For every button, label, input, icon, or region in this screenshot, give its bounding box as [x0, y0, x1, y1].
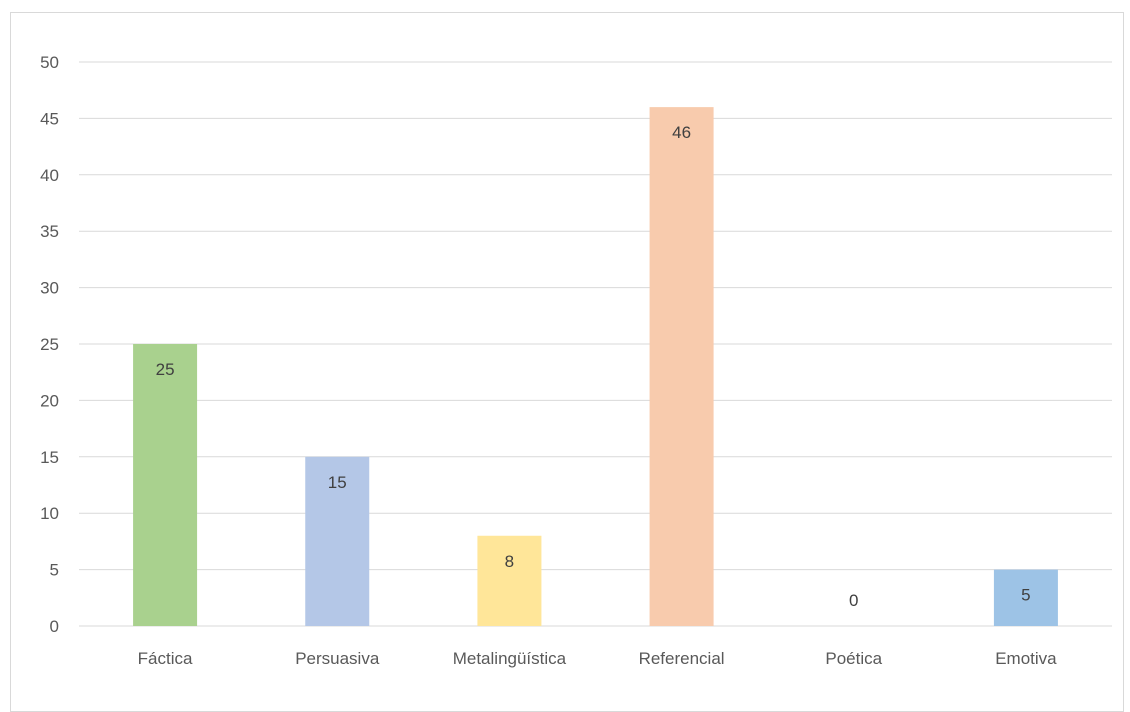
- data-label-5: 5: [1021, 586, 1030, 605]
- bar-chart: 0510152025303540455025Fáctica15Persuasiv…: [40, 53, 1112, 668]
- x-category-label-4: Poética: [825, 649, 882, 668]
- y-tick-label-10: 10: [40, 504, 59, 523]
- y-tick-label-50: 50: [40, 53, 59, 72]
- x-category-label-2: Metalingüística: [453, 649, 567, 668]
- bar-3: [649, 107, 714, 627]
- y-tick-label-40: 40: [40, 166, 59, 185]
- data-label-3: 46: [672, 123, 691, 142]
- bar-2: [477, 535, 542, 626]
- y-tick-label-30: 30: [40, 279, 59, 298]
- data-label-0: 25: [156, 360, 175, 379]
- y-tick-label-5: 5: [50, 561, 59, 580]
- data-label-1: 15: [328, 473, 347, 492]
- data-label-4: 0: [849, 591, 858, 610]
- x-category-label-3: Referencial: [639, 649, 725, 668]
- y-tick-label-20: 20: [40, 391, 59, 410]
- y-tick-label-45: 45: [40, 109, 59, 128]
- x-category-label-5: Emotiva: [995, 649, 1057, 668]
- x-category-label-0: Fáctica: [138, 649, 193, 668]
- bar-5: [993, 569, 1058, 626]
- y-tick-label-25: 25: [40, 335, 59, 354]
- bar-1: [305, 456, 370, 626]
- y-tick-label-15: 15: [40, 448, 59, 467]
- bar-0: [133, 344, 198, 626]
- y-tick-label-35: 35: [40, 222, 59, 241]
- y-tick-label-0: 0: [50, 617, 59, 636]
- x-category-label-1: Persuasiva: [295, 649, 380, 668]
- data-label-2: 8: [505, 552, 514, 571]
